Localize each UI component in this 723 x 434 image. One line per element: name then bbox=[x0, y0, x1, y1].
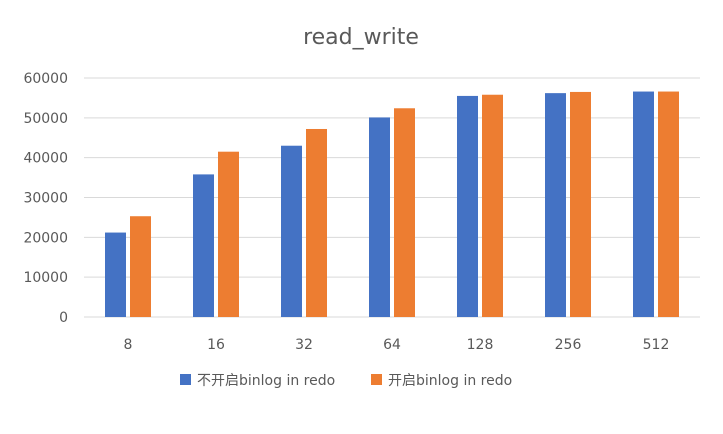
y-tick-label: 30000 bbox=[23, 191, 68, 207]
y-tick-label: 10000 bbox=[23, 270, 68, 286]
chart-title: read_write bbox=[303, 25, 419, 50]
y-tick-label: 60000 bbox=[23, 71, 68, 87]
bar bbox=[394, 108, 415, 317]
y-tick-label: 50000 bbox=[23, 111, 68, 127]
legend-swatch bbox=[180, 374, 191, 385]
gridlines bbox=[84, 77, 700, 318]
bar bbox=[658, 91, 679, 317]
bar bbox=[105, 232, 126, 317]
x-axis-ticks: 8 16 32 64 128 256 512 bbox=[124, 337, 670, 353]
bars bbox=[105, 91, 679, 318]
x-tick-label: 512 bbox=[643, 337, 670, 353]
bar bbox=[193, 174, 214, 317]
bar bbox=[482, 94, 503, 317]
bar bbox=[130, 216, 151, 317]
bar bbox=[306, 128, 327, 317]
bar bbox=[218, 151, 239, 317]
legend-label: 不开启binlog in redo bbox=[197, 373, 335, 389]
y-axis-ticks: 0 10000 20000 30000 40000 50000 60000 bbox=[23, 71, 68, 326]
legend-swatch bbox=[371, 374, 382, 385]
x-tick-label: 128 bbox=[467, 337, 494, 353]
bar bbox=[633, 91, 654, 317]
legend: 不开启binlog in redo 开启binlog in redo bbox=[180, 373, 512, 389]
x-tick-label: 64 bbox=[383, 337, 401, 353]
x-tick-label: 256 bbox=[555, 337, 582, 353]
y-tick-label: 20000 bbox=[23, 230, 68, 246]
bar bbox=[457, 95, 478, 317]
legend-label: 开启binlog in redo bbox=[388, 373, 512, 389]
x-tick-label: 8 bbox=[124, 337, 133, 353]
bar bbox=[570, 91, 591, 317]
y-tick-label: 0 bbox=[59, 310, 68, 326]
y-tick-label: 40000 bbox=[23, 151, 68, 167]
x-tick-label: 16 bbox=[207, 337, 225, 353]
bar bbox=[281, 145, 302, 317]
bar bbox=[369, 117, 390, 317]
bar bbox=[545, 93, 566, 318]
x-tick-label: 32 bbox=[295, 337, 313, 353]
